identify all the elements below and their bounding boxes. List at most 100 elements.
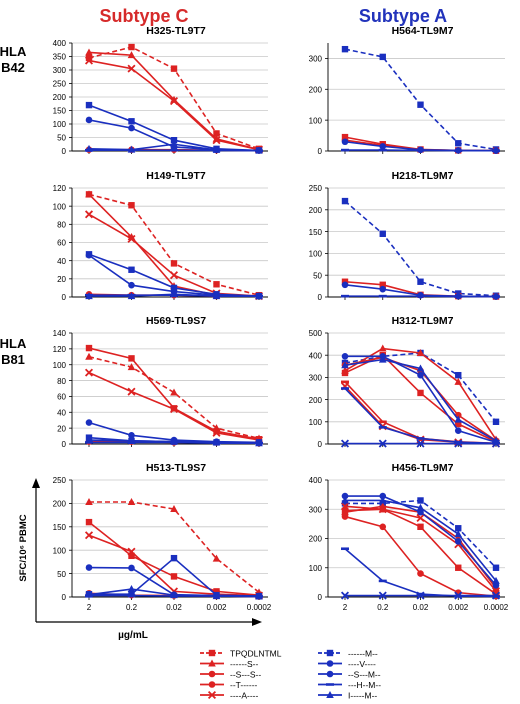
y-tick-label: 250 (53, 80, 67, 89)
data-point (454, 530, 463, 538)
y-tick-label: 0 (318, 293, 323, 302)
data-point (378, 344, 387, 352)
panel-title: H312-TL9M7 (392, 315, 454, 327)
y-tick-label: 60 (57, 393, 66, 402)
data-point (416, 503, 425, 511)
data-point (84, 531, 94, 540)
data-point (341, 361, 349, 369)
y-tick-label: 0 (318, 440, 323, 449)
row-label-b42-text-1: HLA (0, 44, 27, 59)
data-point (379, 281, 386, 288)
data-point (84, 56, 94, 65)
y-tick-label: 0 (318, 147, 323, 156)
data-point (492, 564, 500, 571)
data-point (128, 118, 135, 125)
data-point (379, 285, 387, 293)
panel-title: H149-TL9T7 (146, 170, 206, 182)
data-point (213, 428, 220, 435)
data-point (85, 251, 93, 259)
data-point (85, 497, 93, 505)
data-point (84, 368, 94, 377)
y-tick-label: 80 (57, 221, 66, 230)
data-point (455, 140, 462, 147)
data-point (492, 576, 500, 584)
y-tick-label: 300 (53, 66, 67, 75)
row-label-b81-text-1: HLA (0, 336, 27, 351)
data-point (340, 439, 350, 448)
series-line (88, 356, 260, 440)
y-tick-label: 100 (309, 564, 323, 573)
data-point (455, 525, 462, 532)
data-point (127, 585, 136, 593)
y-tick-label: 200 (309, 535, 323, 544)
legend-marker (208, 670, 216, 678)
data-point (455, 371, 462, 379)
data-point (128, 124, 135, 132)
data-point (454, 538, 462, 545)
data-point (455, 564, 462, 571)
data-point (128, 281, 135, 289)
data-point (417, 101, 424, 108)
x-tick-label: 0.0002 (484, 603, 509, 612)
data-point (170, 260, 178, 267)
legend-label: --S---S-- (230, 669, 261, 679)
y-tick-label: 0 (318, 593, 323, 602)
y-tick-label: 100 (53, 202, 67, 211)
y-tick-label: 300 (309, 374, 323, 383)
data-point (85, 564, 93, 571)
y-tick-label: 40 (57, 257, 66, 266)
data-point (341, 281, 349, 289)
row-label-b81-text-2: B81 (1, 352, 25, 367)
legend-marker (326, 649, 334, 657)
y-tick-label: 50 (57, 570, 66, 579)
y-tick-label: 0 (62, 593, 67, 602)
legend-label: ------S-- (230, 659, 258, 669)
y-tick-label: 500 (309, 329, 323, 338)
legend-label: ---H--M-- (348, 680, 381, 690)
data-point (212, 428, 221, 437)
data-point (170, 65, 178, 72)
data-point (454, 591, 463, 600)
data-point (128, 355, 135, 362)
series-line (88, 193, 260, 297)
x-tick-label: 0.02 (166, 603, 182, 612)
legend-label: --S---M-- (348, 669, 381, 679)
y-tick-label: 140 (53, 329, 67, 338)
y-tick-label: 250 (53, 476, 67, 485)
data-point (417, 389, 424, 397)
data-point (170, 137, 178, 144)
data-point (127, 292, 136, 300)
y-tick-label: 0 (62, 293, 67, 302)
y-tick-label: 350 (53, 53, 67, 62)
data-point (128, 202, 135, 209)
series-line (88, 534, 260, 597)
data-point (85, 352, 93, 360)
outer-y-axis-arrow (32, 478, 40, 488)
data-point (341, 197, 349, 205)
panel-title: H325-TL9T7 (146, 25, 206, 37)
data-point (84, 210, 94, 219)
data-point (85, 116, 93, 124)
data-point (128, 43, 135, 51)
series-line (89, 501, 260, 593)
y-tick-label: 50 (57, 134, 66, 143)
panel-title: H569-TL9S7 (146, 315, 206, 327)
data-point (127, 497, 136, 505)
legend-label: ----V---- (348, 659, 376, 669)
y-tick-label: 300 (309, 505, 323, 514)
data-point (491, 591, 501, 600)
y-tick-label: 120 (53, 184, 67, 193)
data-point (341, 507, 349, 514)
data-point (170, 95, 178, 103)
y-tick-label: 150 (53, 107, 67, 116)
data-point (170, 140, 178, 148)
data-point (213, 130, 220, 137)
y-tick-label: 150 (309, 228, 323, 237)
x-tick-label: 2 (87, 603, 92, 612)
data-point (85, 54, 93, 62)
x-tick-label: 0.02 (413, 603, 429, 612)
data-point (378, 439, 387, 448)
series-line (88, 193, 260, 296)
y-tick-label: 400 (53, 39, 67, 48)
data-point (169, 405, 179, 414)
